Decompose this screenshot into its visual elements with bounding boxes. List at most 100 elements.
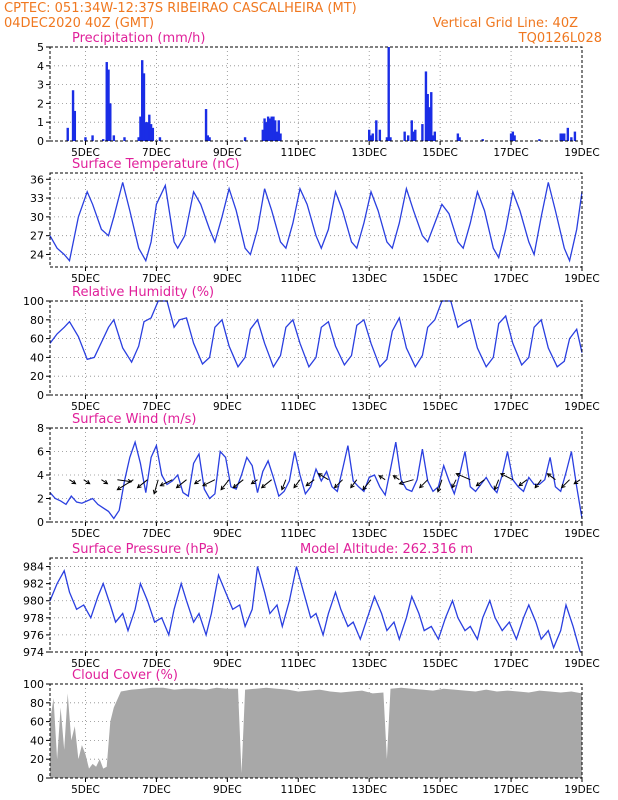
precip-bar xyxy=(561,133,564,141)
wind-wind-arrowhead xyxy=(175,483,181,489)
wind-wind-vector xyxy=(137,479,148,489)
wind-wind-arrowhead xyxy=(573,479,579,485)
wind-xtick-label: 17DEC xyxy=(493,528,528,540)
header-grid-note: Vertical Grid Line: 40Z xyxy=(433,16,578,31)
precip-bar xyxy=(385,137,389,141)
precip-title: Precipitation (mm/h) xyxy=(72,31,205,46)
wind-wind-vector xyxy=(419,479,429,489)
precip-bar xyxy=(109,103,112,141)
pres-xtick-label: 13DEC xyxy=(351,658,386,670)
precip-bar xyxy=(421,124,424,141)
wind-wind-arrowhead xyxy=(232,483,238,489)
cloud-xtick-label: 17DEC xyxy=(493,784,528,796)
precip-bar xyxy=(105,62,108,141)
wind-wind-arrowhead xyxy=(85,479,91,485)
precip-ytick-label: 5 xyxy=(37,41,44,54)
rh-ytick-label: 20 xyxy=(30,370,44,383)
cloud-ytick-label: 100 xyxy=(23,678,44,691)
precip-bar xyxy=(141,60,144,141)
precip-bar xyxy=(375,120,378,141)
precip-bar xyxy=(389,137,392,141)
wind-wind-arrowhead xyxy=(260,483,266,489)
rh-ytick-label: 40 xyxy=(30,351,44,364)
wind-wind-arrowhead xyxy=(136,483,142,489)
wind-wind-vector xyxy=(293,479,301,489)
cloud-xtick-label: 15DEC xyxy=(422,784,457,796)
pres-ytick-label: 974 xyxy=(23,646,44,659)
wind-wind-vector xyxy=(194,479,202,485)
temp-panel: 24 27 30 33 36 5DEC 7DEC 9DEC 11DEC 13DEC 15DEC 17D… xyxy=(30,172,600,285)
wind-xtick-label: 15DEC xyxy=(422,528,457,540)
wind-xtick-label: 11DEC xyxy=(281,528,316,540)
temp-xtick-label: 11DEC xyxy=(281,273,316,285)
precip-xtick-label: 19DEC xyxy=(564,147,599,159)
rh-ytick-label: 100 xyxy=(23,295,44,308)
rh-xtick-label: 17DEC xyxy=(493,401,528,413)
wind-wind-vector xyxy=(101,479,108,485)
wind-wind-arrowhead xyxy=(455,472,461,478)
rh-ytick-label: 80 xyxy=(30,314,44,327)
precip-bar xyxy=(410,120,413,141)
wind-wind-arrowhead xyxy=(378,475,384,480)
rh-panel: 0 20 40 60 80 100 5DEC 7DEC 9DEC 11DEC 13DEC 15DEC 1… xyxy=(23,295,600,413)
temp-xtick-label: 13DEC xyxy=(351,273,386,285)
rh-title: Relative Humidity (%) xyxy=(72,285,214,300)
temp-xtick-label: 19DEC xyxy=(564,273,599,285)
precip-xtick-label: 17DEC xyxy=(493,147,528,159)
wind-wind-vector xyxy=(362,479,372,491)
rh-ytick-label: 60 xyxy=(30,333,44,346)
wind-xtick-label: 19DEC xyxy=(564,528,599,540)
temp-xtick-label: 7DEC xyxy=(142,273,171,285)
wind-panel: 0 2 4 6 8 5DEC 7DEC 9DEC 11DEC 13DEC 15DEC 17DEC 19D… xyxy=(37,422,600,540)
precip-bar xyxy=(430,92,433,141)
wind-wind-vector xyxy=(117,479,132,483)
temp-ytick-label: 24 xyxy=(30,248,44,261)
wind-wind-arrowhead xyxy=(305,481,311,487)
temp-xtick-label: 15DEC xyxy=(422,273,457,285)
cloud-xtick-label: 5DEC xyxy=(71,784,100,796)
wind-wind-arrowhead xyxy=(518,481,524,487)
precip-bar xyxy=(263,118,266,141)
temp-frame xyxy=(49,172,583,268)
wind-wind-arrowhead xyxy=(499,473,505,478)
wind-ytick-label: 8 xyxy=(37,422,44,435)
precip-bar xyxy=(84,137,87,141)
wind-wind-vector xyxy=(518,479,528,487)
precip-xtick-label: 5DEC xyxy=(71,147,100,159)
cloud-panel: 0 20 40 60 80 100 5DEC 7DEC 9DEC 11DEC 13DEC 15DEC 1… xyxy=(23,678,600,796)
precip-bar xyxy=(431,135,435,141)
pres-xtick-label: 19DEC xyxy=(564,658,599,670)
wind-wind-vector xyxy=(476,479,485,487)
wind-wind-vector xyxy=(160,479,173,487)
precip-xtick-label: 13DEC xyxy=(351,147,386,159)
wind-wind-arrowhead xyxy=(546,473,552,478)
wind-wind-arrowhead xyxy=(392,475,398,480)
panels: 0 1 2 3 4 5 5DEC 7DEC 9DEC 11DEC 13DEC 15DEC 17DEC 19… xyxy=(23,41,600,796)
wind-wind-arrowhead xyxy=(493,485,499,491)
wind-frame xyxy=(49,427,583,523)
wind-wind-vector xyxy=(437,479,443,492)
wind-wind-vector xyxy=(176,479,187,489)
precip-bar xyxy=(139,116,142,141)
pres-ytick-label: 976 xyxy=(23,629,44,642)
precip-bar xyxy=(570,137,573,141)
precip-bar xyxy=(268,118,272,141)
wind-wind-arrowhead xyxy=(201,482,207,487)
wind-wind-arrowhead xyxy=(350,483,355,489)
rh-xtick-label: 19DEC xyxy=(564,401,599,413)
precip-bar xyxy=(426,94,429,141)
wind-wind-vector xyxy=(393,475,400,481)
rh-xtick-label: 9DEC xyxy=(213,401,242,413)
wind-wind-arrowhead xyxy=(418,483,424,489)
precip-xtick-label: 15DEC xyxy=(422,147,457,159)
wind-wind-arrowhead xyxy=(116,485,122,491)
wind-wind-vector xyxy=(334,479,343,489)
wind-wind-arrowhead xyxy=(152,489,158,495)
wind-wind-vector xyxy=(534,479,542,489)
temp-ytick-label: 27 xyxy=(30,230,44,243)
wind-wind-vector xyxy=(117,479,134,491)
pres-xtick-label: 9DEC xyxy=(213,658,242,670)
wind-wind-vector xyxy=(456,473,471,481)
precip-bar xyxy=(151,127,155,141)
wind-xtick-label: 7DEC xyxy=(142,528,171,540)
